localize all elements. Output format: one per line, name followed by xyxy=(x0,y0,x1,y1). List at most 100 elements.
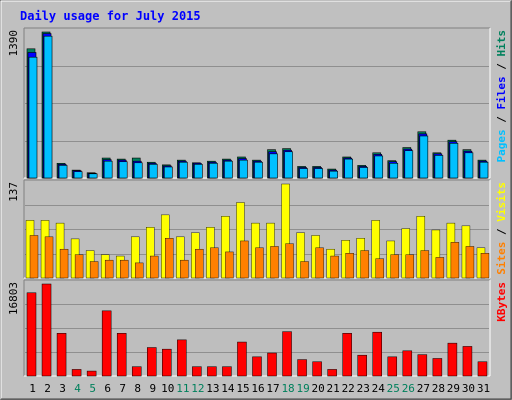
bar-sites-day-30 xyxy=(465,246,475,279)
legend-entry: Pages xyxy=(495,129,508,162)
bar-kbytes-day-28 xyxy=(432,358,443,377)
bar-kbytes-day-17 xyxy=(267,352,277,377)
bar-kbytes-day-18 xyxy=(282,331,292,377)
bar-sites-day-25 xyxy=(390,254,399,279)
bar-kbytes-day-26 xyxy=(402,350,413,377)
bar-pages-day-5 xyxy=(88,173,98,179)
bar-sites-day-19 xyxy=(300,261,309,279)
legend-entry: / xyxy=(495,57,508,77)
bar-sites-day-22 xyxy=(345,253,354,279)
y-max-label: 137 xyxy=(7,182,20,202)
bar-pages-day-11 xyxy=(179,161,188,179)
x-tick-label-day-31: 31 xyxy=(477,382,490,395)
bar-sites-day-21 xyxy=(330,255,339,279)
bar-pages-day-22 xyxy=(344,158,353,179)
legend-entry: Hits xyxy=(495,30,508,57)
bar-kbytes-day-25 xyxy=(387,356,398,377)
x-tick-label-day-22: 22 xyxy=(342,382,355,395)
bar-sites-day-11 xyxy=(180,259,189,279)
legend-kbytes: KBytes xyxy=(495,282,508,322)
x-tick-label-day-18: 18 xyxy=(281,382,294,395)
x-tick-label-day-6: 6 xyxy=(104,382,111,395)
bar-kbytes-day-11 xyxy=(177,339,187,377)
bar-kbytes-day-29 xyxy=(447,342,458,377)
bar-kbytes-day-23 xyxy=(357,354,367,377)
bar-kbytes-day-7 xyxy=(116,333,127,377)
legend-entry: Visits xyxy=(495,182,508,222)
bar-sites-day-12 xyxy=(195,248,204,279)
bar-sites-day-23 xyxy=(360,250,369,279)
bar-sites-day-16 xyxy=(255,247,264,279)
x-tick-label-day-7: 7 xyxy=(119,382,126,395)
bar-pages-day-29 xyxy=(449,143,459,179)
x-tick-label-day-9: 9 xyxy=(149,382,156,395)
bar-pages-day-7 xyxy=(118,161,128,179)
bar-kbytes-day-27 xyxy=(417,354,428,377)
bar-sites-day-26 xyxy=(405,254,415,279)
bar-kbytes-day-16 xyxy=(252,356,262,377)
bar-pages-day-2 xyxy=(43,35,53,179)
bar-kbytes-day-1 xyxy=(26,292,37,377)
x-tick-label-day-26: 26 xyxy=(402,382,415,395)
x-tick-label-day-17: 17 xyxy=(266,382,279,395)
legend-hits-files-pages: Pages / Files / Hits xyxy=(495,30,508,163)
x-tick-label-day-29: 29 xyxy=(447,382,460,395)
chart-title: Daily usage for July 2015 xyxy=(20,9,201,23)
x-tick-label-day-1: 1 xyxy=(29,382,36,395)
bar-sites-day-2 xyxy=(44,236,54,279)
bar-pages-day-12 xyxy=(194,164,203,179)
bar-sites-day-29 xyxy=(450,242,460,279)
bar-kbytes-day-31 xyxy=(477,361,488,377)
bar-kbytes-day-21 xyxy=(327,369,337,377)
bar-kbytes-day-19 xyxy=(297,359,307,377)
bar-kbytes-day-30 xyxy=(462,346,473,377)
bar-pages-day-25 xyxy=(389,162,399,179)
bar-sites-day-31 xyxy=(480,253,490,279)
bar-sites-day-3 xyxy=(59,248,69,279)
bar-kbytes-day-24 xyxy=(372,331,382,377)
bar-pages-day-1 xyxy=(28,56,38,179)
x-tick-label-day-15: 15 xyxy=(236,382,249,395)
bar-sites-day-1 xyxy=(29,235,39,279)
bar-kbytes-day-6 xyxy=(101,310,112,377)
bar-kbytes-day-12 xyxy=(192,366,202,377)
bar-kbytes-day-2 xyxy=(41,283,52,377)
bar-sites-day-10 xyxy=(165,238,174,279)
bar-sites-day-4 xyxy=(74,254,84,279)
bar-pages-day-19 xyxy=(299,168,308,179)
bar-pages-day-20 xyxy=(314,168,323,179)
bar-sites-day-8 xyxy=(135,262,144,279)
x-tick-label-day-16: 16 xyxy=(251,382,264,395)
bar-kbytes-day-14 xyxy=(222,366,232,377)
bar-pages-day-17 xyxy=(269,153,278,179)
bar-sites-day-20 xyxy=(315,247,324,279)
bar-pages-day-6 xyxy=(103,160,113,179)
legend-entry: KBytes xyxy=(495,282,508,322)
bar-pages-day-3 xyxy=(58,165,68,179)
bar-sites-day-13 xyxy=(210,247,219,279)
bar-sites-day-24 xyxy=(375,258,384,279)
x-tick-label-day-28: 28 xyxy=(432,382,445,395)
bar-pages-day-23 xyxy=(359,167,369,179)
bar-pages-day-21 xyxy=(329,170,338,179)
bar-pages-day-8 xyxy=(133,162,143,179)
legend-entry: Sites xyxy=(495,242,508,275)
bar-pages-day-24 xyxy=(374,155,384,179)
x-tick-label-day-12: 12 xyxy=(191,382,204,395)
x-tick-label-day-24: 24 xyxy=(372,382,386,395)
x-tick-label-day-19: 19 xyxy=(296,382,309,395)
legend-entry: Files xyxy=(495,76,508,109)
x-tick-label-day-23: 23 xyxy=(357,382,370,395)
legend-entry: / xyxy=(495,222,508,242)
bar-sites-day-15 xyxy=(240,240,249,279)
x-tick-label-day-8: 8 xyxy=(134,382,141,395)
bar-sites-day-27 xyxy=(420,250,430,279)
bar-pages-day-15 xyxy=(239,159,248,179)
bar-sites-day-14 xyxy=(225,251,234,279)
x-tick-label-day-27: 27 xyxy=(417,382,430,395)
bar-sites-day-18 xyxy=(285,243,294,279)
bar-kbytes-day-15 xyxy=(237,341,247,377)
bar-sites-day-5 xyxy=(89,261,99,279)
bar-kbytes-day-5 xyxy=(86,370,97,377)
